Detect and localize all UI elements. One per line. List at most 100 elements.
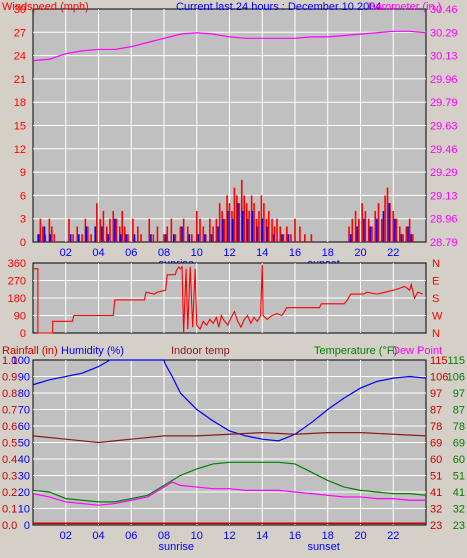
windspeed-tick: 21 [14,74,26,86]
temperature-tick-secondary: 51 [453,471,465,483]
humidity-tick: 90 [18,372,30,384]
temperature-tick-secondary: 78 [453,421,465,433]
barometer-tick: 29.63 [430,121,458,133]
humidity-tick: 50 [18,438,30,450]
temperature-tick: 23 [430,520,442,532]
wind-series [32,30,427,242]
barometer-tick: 29.13 [430,190,458,202]
windspeed-tick: 24 [14,51,26,63]
rain-tick: 0.7 [2,405,17,417]
direction-compass-tick: W [432,311,443,323]
x-tick-label: 18 [322,247,334,259]
temperature-tick-secondary: 41 [453,487,465,499]
direction-series [33,264,423,334]
direction-compass-tick: E [432,276,439,288]
x-tick-label: 02 [60,247,72,259]
x-tick-label: 04 [92,530,104,542]
temperature-tick-secondary: 115 [447,355,465,367]
x-tick-label: 10 [191,247,203,259]
rain-humidity-axis-labels: 0.0 0.1 0.2 0.3 0.4 0.5 0.6 0.7 0.8 0.9 1.0 0 10 20 30… [2,355,30,532]
windspeed-label: Windspeed (mph) [2,1,89,13]
temperature-tick: 51 [430,471,442,483]
x-tick-label: 20 [354,530,366,542]
barometer-tick: 30.46 [430,4,458,16]
direction-compass-tick: N [432,328,440,340]
temperature-humidity-panel: 0.0 0.1 0.2 0.3 0.4 0.5 0.6 0.7 0.8 0.9 1.0 0 10 20 30… [2,345,465,553]
humidity-tick: 80 [18,388,30,400]
direction-degree-tick: 90 [14,311,26,323]
temperature-tick: 115 [430,355,448,367]
x-tick-label: 08 [158,530,170,542]
barometer-line [32,30,427,62]
x-tick-label: 10 [191,530,203,542]
x-tick-label: 04 [92,247,104,259]
rain-tick: 0.3 [2,471,17,483]
temp-series [32,359,427,525]
rain-tick: 0.2 [2,487,17,499]
humidity-tick: 40 [18,454,30,466]
wind-grid [33,9,426,242]
rain-tick: 0.1 [2,504,17,516]
indoor-temp-label: Indoor temp [171,345,230,357]
x-tick-label: 22 [387,247,399,259]
temperature-label: Temperature (°F) [314,345,397,357]
x-tick-label: 12 [223,530,235,542]
temperature-tick: 32 [430,504,442,516]
temperature-tick: 60 [430,454,442,466]
wind-direction-line [33,264,423,334]
windspeed-axis-labels: 0 3 6 9 12 15 18 21 24 27 30 [14,4,26,249]
windspeed-tick: 18 [14,97,26,109]
windspeed-tick: 9 [20,167,26,179]
series-line-indoor-temp [32,431,427,444]
dew-point-label: Dew Point [392,345,442,357]
x-tick-label: 16 [289,530,301,542]
x-tick-label: 18 [322,530,334,542]
x-tick-label: 22 [387,530,399,542]
humidity-tick: 100 [12,355,30,367]
direction-degree-tick: 360 [8,258,26,270]
x-tick-label: 14 [256,247,268,259]
windspeed-tick: 30 [14,4,26,16]
barometer-axis-labels: 28.79 28.96 29.13 29.29 29.46 29.63 29.79 29.96… [430,4,458,249]
rain-tick: 1.0 [2,355,17,367]
series-line-humidity [32,359,427,442]
barometer-tick: 30.13 [430,51,458,63]
rain-tick: 0.5 [2,438,17,450]
temperature-tick-secondary: 60 [453,454,465,466]
barometer-tick: 30.29 [430,27,458,39]
x-tick-label: 02 [60,530,72,542]
windspeed-tick: 6 [20,190,26,202]
barometer-tick: 29.96 [430,74,458,86]
temperature-axis-labels: 23 32 41 51 60 69 78 87 97 106 115 23 32 41 51 60 69 78 87… [430,355,465,532]
x-tick-label: 12 [223,247,235,259]
wind-x-axis-labels: 02 04 06 08 10 12 14 16 18 20 22 [60,247,400,259]
humidity-tick: 0 [24,520,30,532]
x-tick-label: 20 [354,247,366,259]
rain-tick: 0.0 [2,520,17,532]
windspeed-tick: 0 [20,237,26,249]
temperature-tick-secondary: 106 [447,372,465,384]
windspeed-tick: 27 [14,27,26,39]
temperature-tick: 41 [430,487,442,499]
rainfall-label: Rainfall (in) [2,345,58,357]
direction-compass-tick: S [432,293,439,305]
rain-tick: 0.6 [2,421,17,433]
humidity-tick: 30 [18,471,30,483]
temperature-tick: 106 [430,372,448,384]
temperature-tick-secondary: 32 [453,504,465,516]
temp-sun-markers: sunrise sunset [159,541,340,553]
humidity-tick: 70 [18,405,30,417]
direction-degree-tick: 0 [20,328,26,340]
x-tick-label: 06 [125,247,137,259]
windspeed-tick: 12 [14,144,26,156]
sun-marker-label: sunrise [159,541,194,553]
x-tick-label: 14 [256,530,268,542]
barometer-tick: 28.79 [430,237,458,249]
direction-compass-tick: N [432,258,440,270]
rain-tick: 0.9 [2,372,17,384]
windspeed-tick: 15 [14,121,26,133]
